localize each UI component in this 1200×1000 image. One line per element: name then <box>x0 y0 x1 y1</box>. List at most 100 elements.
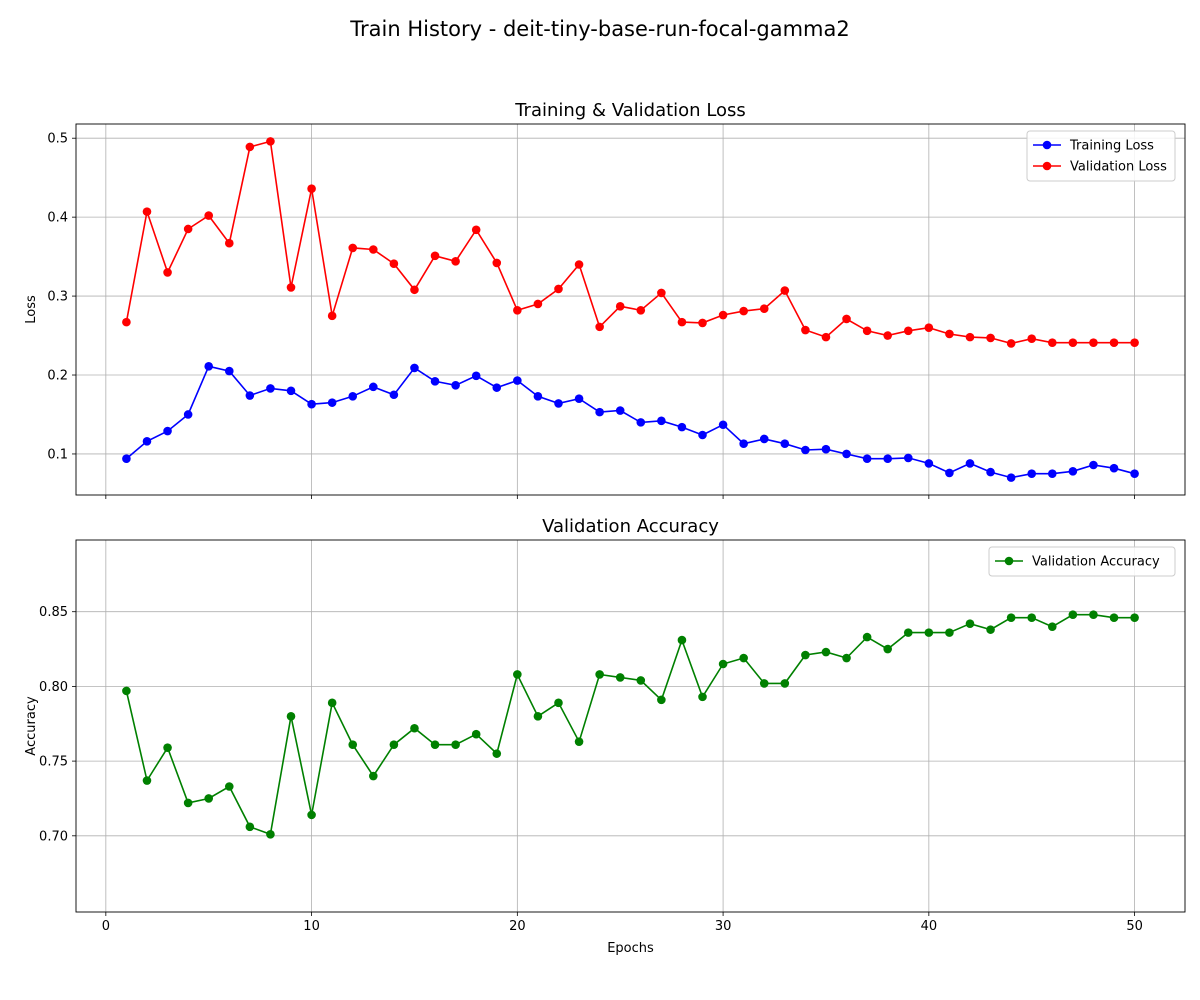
validation-accuracy-point <box>122 686 131 696</box>
validation-accuracy-legend-label: Validation Accuracy <box>1032 555 1160 570</box>
training-loss-point <box>266 384 275 393</box>
accuracy-xtick-label: 40 <box>921 919 938 934</box>
validation-loss-point <box>266 137 275 146</box>
validation-accuracy-point <box>307 810 316 820</box>
training-loss-point <box>883 454 892 463</box>
validation-loss-point <box>945 329 954 339</box>
validation-accuracy-point <box>636 676 646 685</box>
validation-loss-point <box>636 305 646 315</box>
training-loss-point <box>348 392 358 401</box>
validation-accuracy-point <box>1130 613 1139 622</box>
training-loss-point <box>1027 469 1037 478</box>
accuracy-xtick-label: 20 <box>509 919 526 934</box>
training-loss-point <box>410 363 419 373</box>
training-loss-point <box>1047 469 1057 478</box>
training-loss-point <box>389 390 399 400</box>
accuracy-xtick-label: 10 <box>303 919 320 934</box>
accuracy-subplot: 0 10 20 30 40 50 0.70 0.75 0.80 0.85 Validation Ac… <box>24 516 1186 956</box>
validation-loss-point <box>718 310 728 320</box>
validation-accuracy-point <box>821 647 831 657</box>
training-loss-point <box>163 426 172 436</box>
validation-loss-point <box>842 314 851 324</box>
validation-loss-point <box>862 326 872 336</box>
validation-accuracy-point <box>903 628 913 637</box>
validation-accuracy-point <box>410 723 419 733</box>
training-loss-point <box>842 449 851 459</box>
validation-loss-point <box>142 207 152 216</box>
validation-loss-point <box>780 286 790 295</box>
validation-accuracy-point <box>142 776 152 785</box>
training-loss-point <box>1109 463 1119 473</box>
loss-subplot-title: Training & Validation Loss <box>514 100 746 121</box>
training-loss-point <box>739 439 748 448</box>
validation-loss-point <box>122 317 131 327</box>
validation-loss-point <box>492 258 502 268</box>
training-loss-point <box>801 445 810 455</box>
training-loss-point <box>677 422 687 432</box>
validation-loss-point <box>389 259 399 269</box>
validation-loss-point <box>801 325 810 335</box>
validation-loss-point <box>307 184 316 194</box>
validation-accuracy-point <box>595 670 604 679</box>
training-loss-point <box>945 468 954 478</box>
training-loss-point <box>636 418 646 427</box>
validation-accuracy-point <box>348 740 358 749</box>
validation-accuracy-point <box>965 619 975 628</box>
training-loss-point <box>718 420 728 430</box>
training-loss-point <box>574 394 584 403</box>
accuracy-xtick-label: 50 <box>1126 919 1143 934</box>
validation-loss-point <box>1006 339 1016 348</box>
validation-loss-point <box>1027 334 1037 344</box>
validation-loss-point <box>574 260 584 269</box>
validation-accuracy-point <box>698 692 707 702</box>
loss-subplot: 0.1 0.2 0.3 0.4 0.5 Training & Validation Los… <box>24 100 1186 499</box>
validation-loss-point <box>471 225 481 235</box>
validation-loss-point <box>533 299 543 309</box>
training-loss-point <box>554 399 563 408</box>
validation-accuracy-point <box>1109 613 1119 622</box>
validation-loss-point <box>657 288 666 298</box>
training-loss-point <box>471 371 481 381</box>
validation-accuracy-point <box>389 740 399 749</box>
validation-accuracy-point <box>842 653 851 663</box>
training-loss-point <box>821 444 831 454</box>
validation-accuracy-point <box>451 740 460 749</box>
accuracy-ytick-label: 0.75 <box>39 755 68 770</box>
training-loss-legend-label: Training Loss <box>1069 139 1154 154</box>
accuracy-x-axis-label: Epochs <box>607 941 654 956</box>
training-loss-point <box>204 362 214 371</box>
validation-loss-point <box>513 305 522 315</box>
figure-title: Train History - deit-tiny-base-run-focal… <box>349 17 850 41</box>
validation-accuracy-point <box>862 632 872 642</box>
validation-loss-point <box>451 257 460 266</box>
training-loss-point <box>1089 460 1098 470</box>
training-loss-point <box>862 454 872 463</box>
validation-accuracy-point <box>801 650 810 660</box>
validation-accuracy-point <box>883 644 892 654</box>
training-loss-point <box>1130 469 1139 478</box>
validation-loss-point <box>1068 338 1078 347</box>
training-loss-point <box>986 467 995 477</box>
validation-loss-point <box>1089 338 1098 347</box>
loss-axes-frame <box>75 123 1186 496</box>
validation-loss-point <box>965 332 975 342</box>
loss-legend-box <box>1026 130 1176 182</box>
validation-loss-point <box>739 306 748 316</box>
loss-ytick-label: 0.2 <box>47 369 68 384</box>
training-loss-line <box>125 365 1135 479</box>
accuracy-legend-box <box>988 546 1176 577</box>
accuracy-axes-frame <box>75 539 1186 913</box>
training-loss-point <box>307 399 316 409</box>
training-loss-point <box>327 398 337 407</box>
loss-y-axis-label: Loss <box>24 295 39 324</box>
validation-loss-point <box>1130 338 1139 347</box>
validation-accuracy-point <box>430 740 440 749</box>
validation-accuracy-point <box>945 628 954 637</box>
validation-loss-point <box>430 251 440 261</box>
validation-accuracy-point <box>677 635 687 645</box>
training-loss-point <box>492 383 502 392</box>
validation-accuracy-point <box>327 698 337 708</box>
validation-accuracy-point <box>986 625 995 634</box>
accuracy-subplot-title: Validation Accuracy <box>542 516 719 537</box>
loss-ytick-label: 0.1 <box>47 447 68 462</box>
